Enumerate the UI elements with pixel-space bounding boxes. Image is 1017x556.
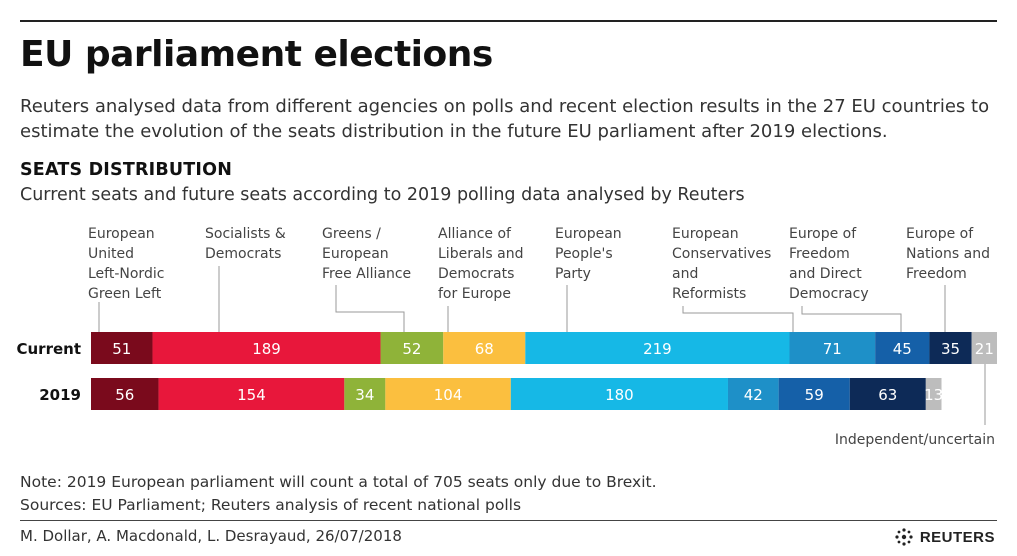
bar-value-2-0: 52 [402, 340, 421, 358]
page-title: EU parliament elections [20, 34, 493, 75]
bar-value-6-0: 45 [893, 340, 912, 358]
group-label-5-0: European [672, 226, 739, 242]
group-label-4-0: European [555, 226, 622, 242]
bar-value-7-1: 63 [878, 386, 897, 404]
group-label-6-2: and Direct [789, 266, 862, 282]
group-label-3-0: Alliance of [438, 226, 512, 242]
group-label-2-0: Greens / [322, 226, 381, 242]
group-label-0-3: Green Left [88, 286, 162, 302]
group-label-5-2: and [672, 266, 698, 282]
group-label-5-3: Reformists [672, 286, 746, 302]
group-label-2-2: Free Alliance [322, 266, 411, 282]
bar-value-8-1: 13 [924, 386, 943, 404]
bar-value-2-1: 34 [355, 386, 374, 404]
bar-1-1 [158, 378, 345, 410]
bar-7-0 [929, 332, 972, 364]
group-label-0-2: Left-Nordic [88, 266, 164, 282]
group-label-0-0: European [88, 226, 155, 242]
group-label-6-3: Democracy [789, 286, 869, 302]
bar-0-0 [91, 332, 153, 364]
group-label-5-1: Conservatives [672, 246, 771, 262]
bar-value-8-0: 21 [975, 340, 994, 358]
bar-3-0 [443, 332, 526, 364]
chart-note: Note: 2019 European parliament will coun… [20, 473, 657, 491]
group-label-4-2: Party [555, 266, 591, 282]
page-subtitle: Reuters analysed data from different age… [20, 96, 990, 142]
bar-4-0 [525, 332, 790, 364]
bar-8-1 [925, 378, 942, 410]
bar-value-0-0: 51 [112, 340, 131, 358]
bar-value-7-0: 35 [941, 340, 960, 358]
group-label-3-3: for Europe [438, 286, 511, 302]
group-label-1-1: Democrats [205, 246, 281, 262]
reuters-logo[interactable]: REUTERS [894, 527, 995, 547]
section-subtitle: Current seats and future seats according… [20, 185, 745, 205]
bar-value-6-1: 59 [805, 386, 824, 404]
bottom-rule [20, 520, 997, 521]
group-label-6-0: Europe of [789, 226, 857, 242]
group-label-6-1: Freedom [789, 246, 850, 262]
group-label-1-0: Socialists & [205, 226, 286, 242]
group-label-2-1: European [322, 246, 389, 262]
bar-value-0-1: 56 [115, 386, 134, 404]
group-label-7-0: Europe of [906, 226, 974, 242]
leader-line-5 [682, 306, 794, 332]
bar-2-0 [380, 332, 444, 364]
top-rule [20, 20, 997, 22]
bar-value-1-1: 154 [237, 386, 266, 404]
bar-value-3-0: 68 [475, 340, 494, 358]
group-label-7-1: Nations and [906, 246, 990, 262]
bar-3-1 [385, 378, 511, 410]
credit-line: M. Dollar, A. Macdonald, L. Desrayaud, 2… [20, 527, 402, 545]
bar-value-3-1: 104 [434, 386, 463, 404]
row-label-0: Current [16, 340, 81, 358]
leader-line-2 [335, 285, 405, 332]
bar-value-5-1: 42 [744, 386, 763, 404]
bar-value-1-0: 189 [252, 340, 281, 358]
bar-5-0 [789, 332, 876, 364]
reuters-logo-icon [895, 528, 913, 546]
group-label-4-1: People's [555, 246, 613, 262]
bar-value-4-0: 219 [643, 340, 672, 358]
group-label-7-2: Freedom [906, 266, 967, 282]
bar-4-1 [510, 378, 728, 410]
bar-5-1 [727, 378, 779, 410]
group-label-3-2: Democrats [438, 266, 514, 282]
reuters-logo-text: REUTERS [919, 528, 995, 546]
chart-sources: Sources: EU Parliament; Reuters analysis… [20, 496, 522, 514]
group-label-8: Independent/uncertain [835, 432, 995, 448]
bar-6-0 [875, 332, 930, 364]
group-label-3-1: Liberals and [438, 246, 524, 262]
section-title: SEATS DISTRIBUTION [20, 160, 233, 180]
bar-0-1 [91, 378, 159, 410]
bar-8-0 [971, 332, 997, 364]
row-label-1: 2019 [39, 386, 81, 404]
bar-1-0 [152, 332, 381, 364]
bar-7-1 [849, 378, 926, 410]
bar-value-5-0: 71 [823, 340, 842, 358]
leader-line-6 [801, 306, 902, 332]
bar-2-1 [344, 378, 386, 410]
bar-value-4-1: 180 [605, 386, 634, 404]
group-label-0-1: United [88, 246, 134, 262]
bar-6-1 [778, 378, 850, 410]
